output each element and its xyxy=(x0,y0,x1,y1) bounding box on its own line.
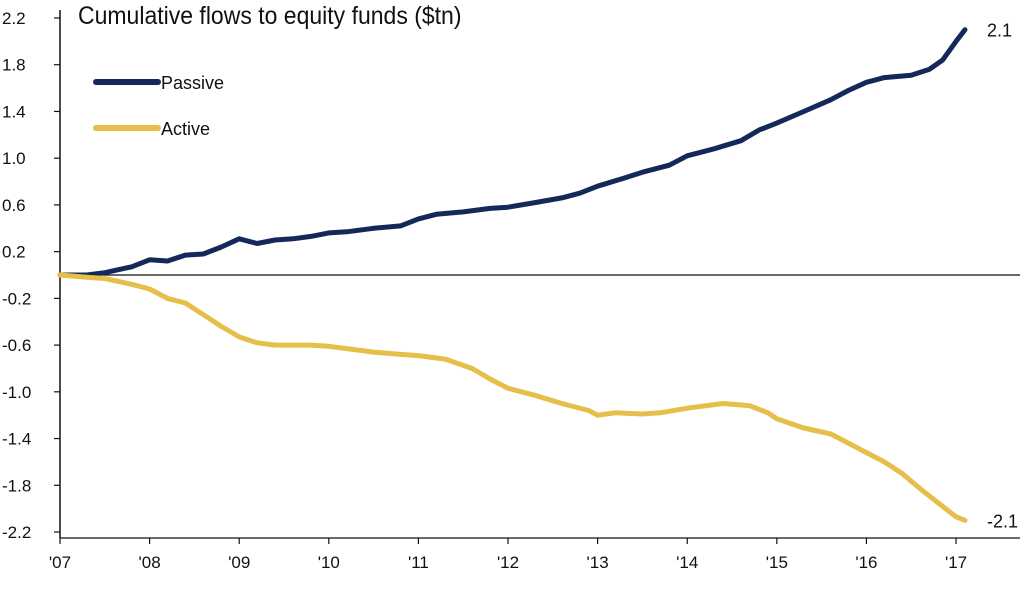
x-tick-label: '13 xyxy=(587,553,609,572)
y-tick-label: -0.6 xyxy=(2,336,31,355)
x-tick-label: '08 xyxy=(139,553,161,572)
series-line-active xyxy=(57,272,968,523)
y-tick-label: 0.6 xyxy=(2,196,26,215)
plot-area: 2.2 1.8 1.4 1.0 0.6 0.2 -0.2 -0.6 -1.0 -1.4 -1.8 -2… xyxy=(2,9,1020,572)
x-tick-label: '15 xyxy=(766,553,788,572)
x-tick-label: '16 xyxy=(855,553,877,572)
x-ticks: '07 '08 '09 '10 '11 '12 '13 '14 '15 '16 '17 xyxy=(49,538,967,572)
x-tick-label: '09 xyxy=(228,553,250,572)
x-tick-label: '10 xyxy=(318,553,340,572)
legend-label-active: Active xyxy=(161,119,210,139)
y-tick-label: -1.8 xyxy=(2,476,31,495)
x-tick-label: '14 xyxy=(676,553,698,572)
y-ticks: 2.2 1.8 1.4 1.0 0.6 0.2 -0.2 -0.6 -1.0 -1.4 -1.8 -2… xyxy=(2,9,60,542)
y-tick-label: 1.8 xyxy=(2,56,26,75)
y-tick-label: 1.0 xyxy=(2,149,26,168)
series-lines xyxy=(57,27,968,523)
y-tick-label: 1.4 xyxy=(2,102,26,121)
chart-title: Cumulative flows to equity funds ($tn) xyxy=(78,2,462,30)
y-tick-label: -1.0 xyxy=(2,383,31,402)
x-tick-label: '11 xyxy=(408,553,429,572)
x-tick-label: '12 xyxy=(497,553,519,572)
y-tick-label: 2.2 xyxy=(2,9,26,28)
legend: Passive Active xyxy=(93,73,224,139)
y-tick-label: 0.2 xyxy=(2,243,26,262)
end-labels: 2.1 -2.1 xyxy=(987,21,1018,532)
end-label-passive: 2.1 xyxy=(987,21,1012,41)
x-tick-label: '17 xyxy=(945,553,967,572)
end-label-active: -2.1 xyxy=(987,511,1018,531)
series-line-passive xyxy=(57,27,968,278)
y-tick-label: -1.4 xyxy=(2,430,31,449)
y-tick-label: -0.2 xyxy=(2,289,31,308)
y-tick-label: -2.2 xyxy=(2,523,31,542)
legend-label-passive: Passive xyxy=(161,73,224,93)
x-tick-label: '07 xyxy=(49,553,71,572)
